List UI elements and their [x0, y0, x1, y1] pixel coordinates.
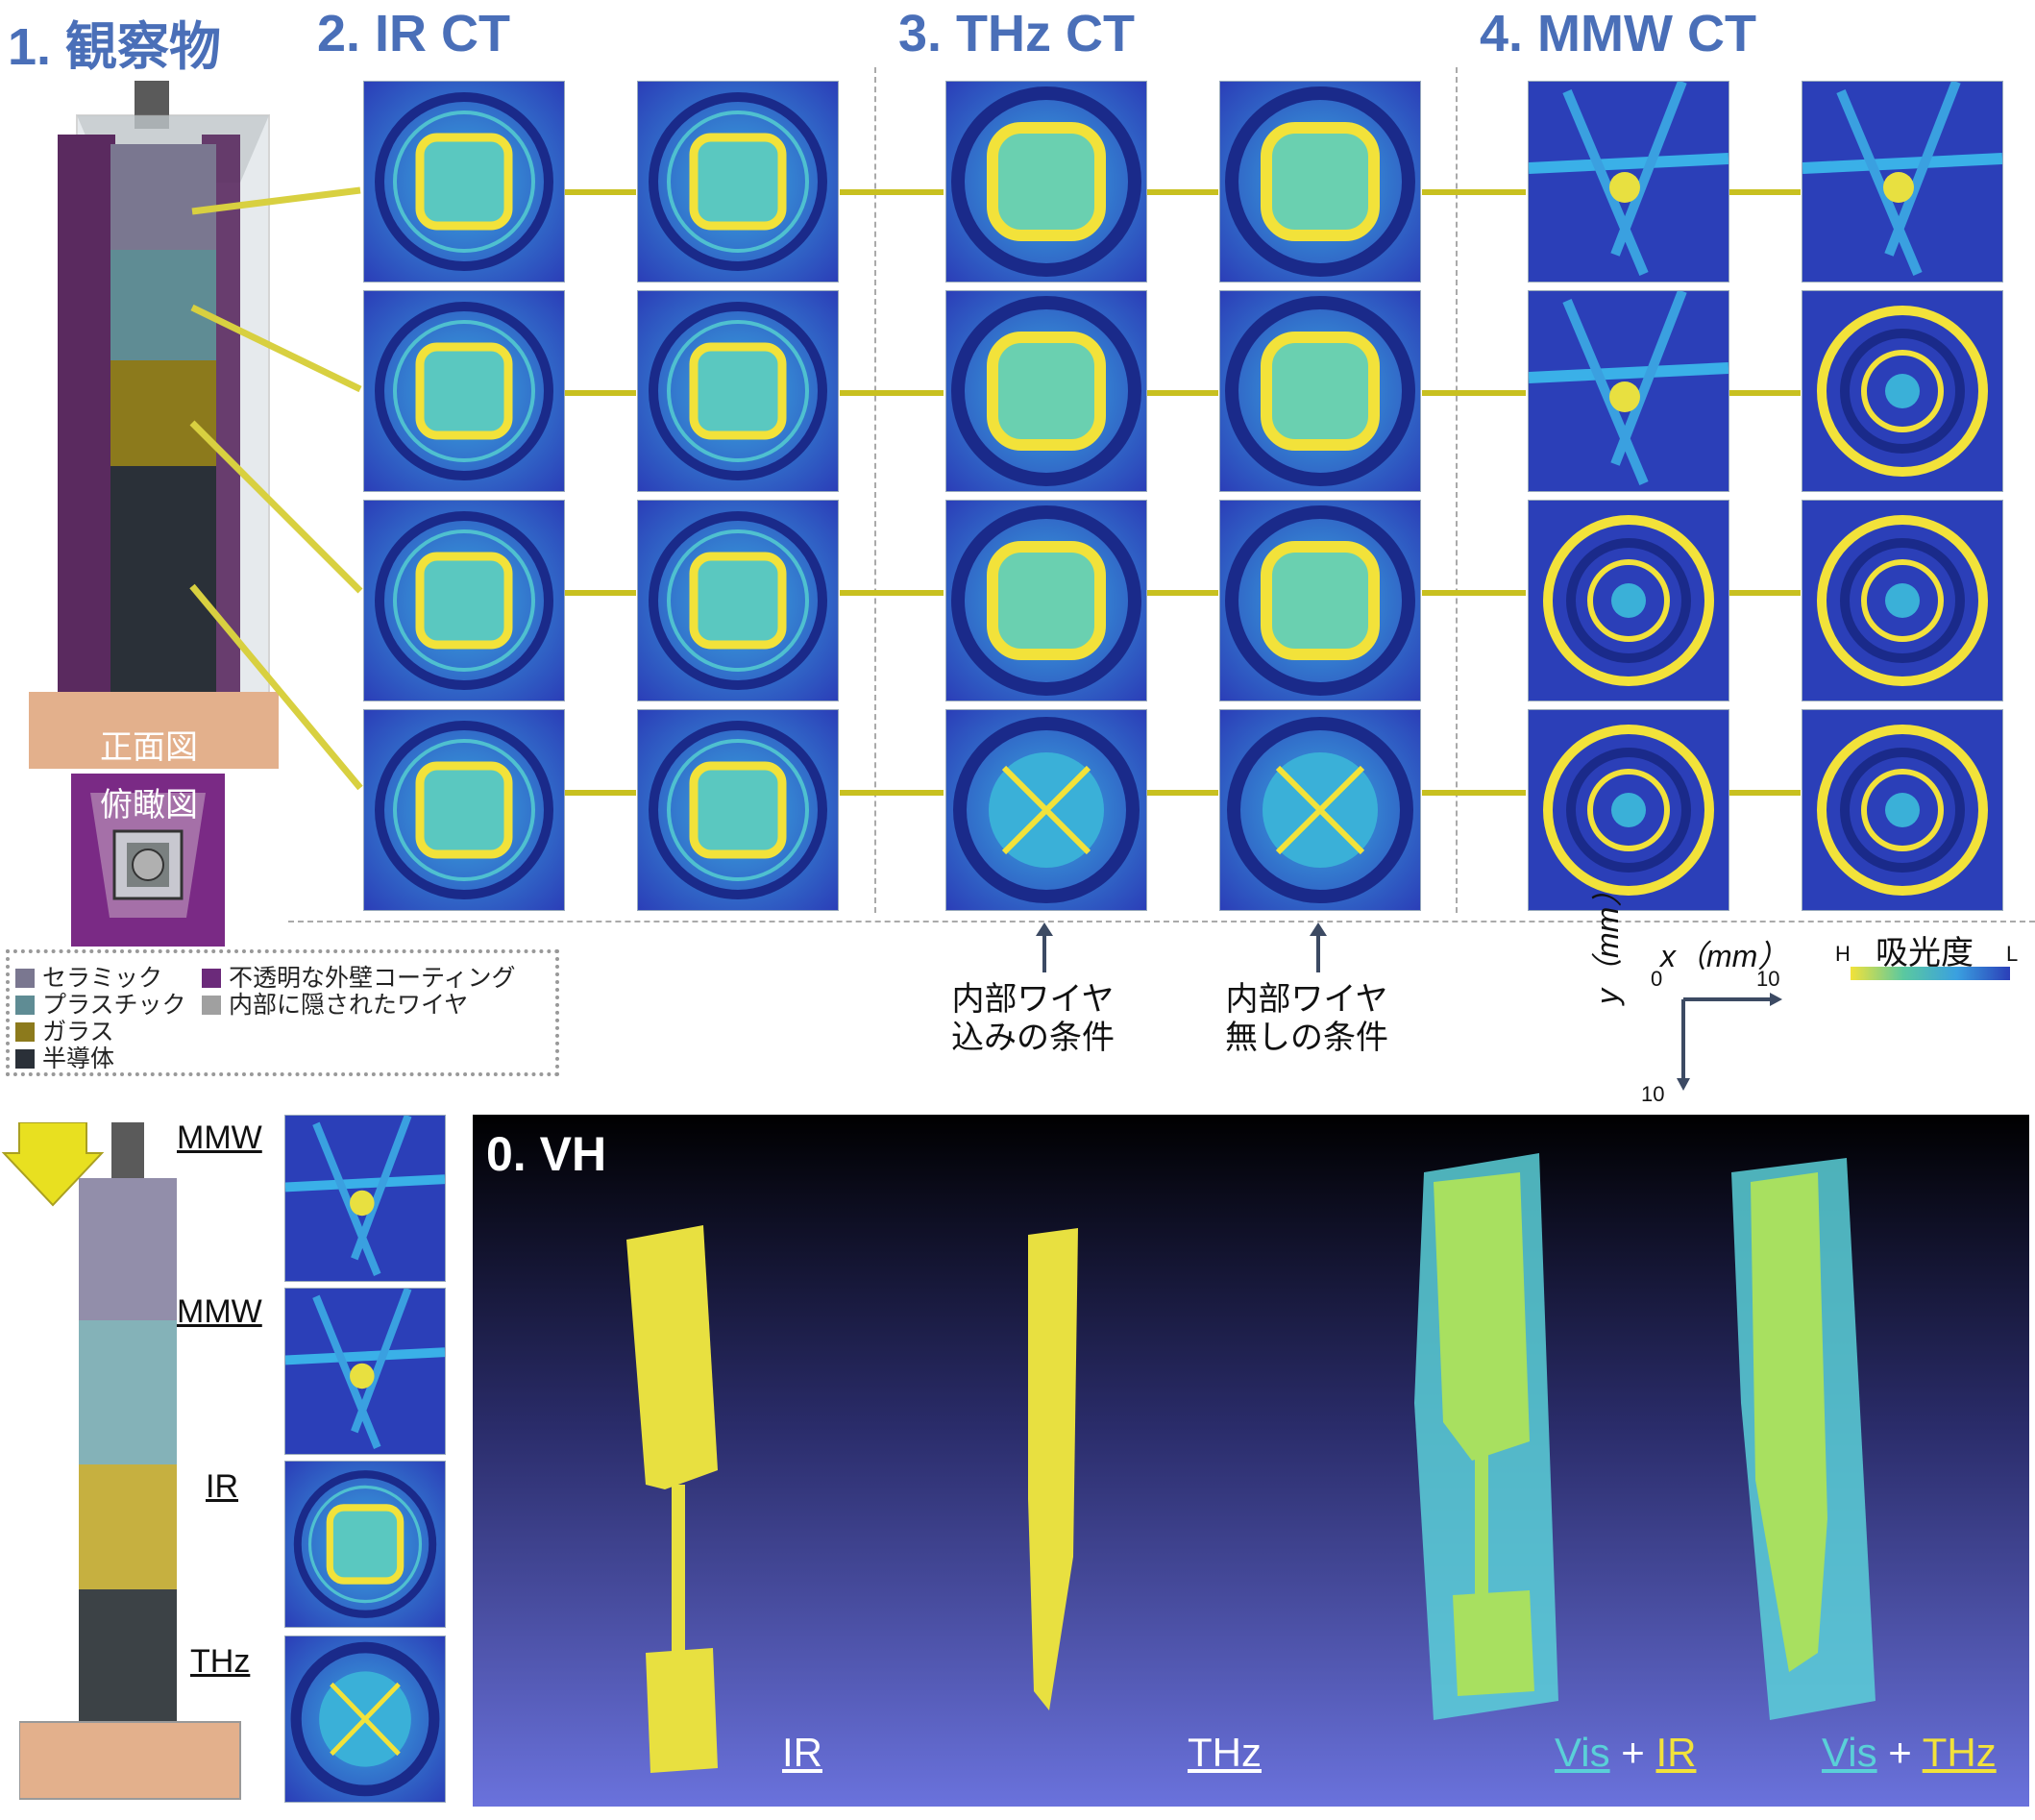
- ct-mmw-row1-b: [1802, 81, 2003, 283]
- side-ct-ir: [284, 1461, 446, 1628]
- x-axis-end: 10: [1756, 967, 1780, 991]
- ir-ct-title: 2. IR CT: [317, 5, 511, 62]
- mmw-ct-title: 4. MMW CT: [1480, 5, 1756, 62]
- object-stack-view: [19, 1122, 241, 1800]
- axes-indicator: [1677, 993, 1782, 1091]
- connector: [1729, 189, 1801, 195]
- connector: [840, 390, 944, 396]
- vh-label-vis-thz: Vis + THz: [1822, 1730, 1997, 1775]
- ct-mmw-row2-b: [1802, 290, 2003, 492]
- ct-ir-row4-a: [363, 709, 565, 911]
- y-axis-label: y（mm）: [1590, 875, 1625, 1004]
- arrow-stem: [1042, 934, 1046, 972]
- colorbar: [1851, 967, 2010, 980]
- connector: [1422, 790, 1526, 796]
- side-label-ir: IR: [206, 1468, 238, 1505]
- colorbar-low: L: [2006, 942, 2019, 966]
- x-axis-label: x（mm）: [1660, 939, 1789, 973]
- vh-panel: 0. VH IR THz Vis + IR Vis + THz: [473, 1115, 2029, 1807]
- arrow-stem: [1316, 934, 1320, 972]
- colorbar-title: 吸光度: [1876, 935, 1974, 971]
- ct-mmw-row4-b: [1802, 709, 2003, 911]
- connector: [840, 189, 944, 195]
- object-top-view: [71, 774, 225, 947]
- legend-item-glass: ガラス: [15, 1013, 114, 1047]
- separator-bottom: [288, 921, 2035, 922]
- connector: [565, 390, 636, 396]
- thz-ct-title: 3. THz CT: [898, 5, 1136, 62]
- vh-label-thz: THz: [1188, 1730, 1262, 1775]
- condition-with-wire: 内部ワイヤ 込みの条件: [951, 981, 1115, 1056]
- condition-without-wire: 内部ワイヤ 無しの条件: [1225, 981, 1388, 1056]
- ct-thz-row2-b: [1219, 290, 1421, 492]
- connector: [1422, 390, 1526, 396]
- legend-item-semiconductor: 半導体: [15, 1040, 114, 1074]
- ct-thz-row3-b: [1219, 500, 1421, 701]
- connector: [1147, 390, 1218, 396]
- arrow-up-icon: [1036, 922, 1053, 936]
- connector: [565, 790, 636, 796]
- connector: [1729, 790, 1801, 796]
- ct-thz-row1-a: [945, 81, 1147, 283]
- connector: [1422, 590, 1526, 596]
- observation-title: 1. 観察物: [8, 18, 222, 76]
- front-view-label: 正面図: [100, 729, 198, 766]
- ct-ir-row2-a: [363, 290, 565, 492]
- vh-label-ir: IR: [782, 1730, 822, 1775]
- ct-thz-row2-a: [945, 290, 1147, 492]
- side-label-thz: THz: [190, 1643, 251, 1680]
- connector: [1422, 189, 1526, 195]
- vh-label-vis-ir: Vis + IR: [1555, 1730, 1697, 1775]
- side-ct-mmw-2: [284, 1288, 446, 1455]
- connector: [565, 590, 636, 596]
- legend-item-wire: 内部に隠されたワイヤ: [202, 986, 468, 1021]
- ct-ir-row1-b: [637, 81, 839, 283]
- ct-thz-row4-b: [1219, 709, 1421, 911]
- ct-mmw-row3-b: [1802, 500, 2003, 701]
- ct-thz-row4-a: [945, 709, 1147, 911]
- connector: [840, 790, 944, 796]
- ct-mmw-row3-a: [1528, 500, 1729, 701]
- vh-reconstructions: [626, 1153, 1876, 1773]
- legend-item-plastic: プラスチック: [15, 986, 186, 1021]
- down-arrow-icon: [1, 1122, 105, 1207]
- separator-ir-thz: [874, 67, 876, 913]
- ct-mmw-row1-a: [1528, 81, 1729, 283]
- connector: [1729, 390, 1801, 396]
- colorbar-high: H: [1835, 942, 1851, 966]
- legend-item-ceramic: セラミック: [15, 959, 162, 994]
- connector: [1147, 590, 1218, 596]
- connector: [1729, 590, 1801, 596]
- side-label-mmw-1: MMW: [177, 1119, 262, 1156]
- top-view-label: 俯瞰図: [100, 787, 198, 824]
- connector: [1147, 790, 1218, 796]
- leader-lines: [189, 186, 363, 791]
- material-legend: セラミック 不透明な外壁コーティング プラスチック 内部に隠されたワイヤ ガラス…: [6, 949, 559, 1076]
- y-axis-end: 10: [1641, 1082, 1665, 1106]
- ct-thz-row3-a: [945, 500, 1147, 701]
- ct-thz-row1-b: [1219, 81, 1421, 283]
- connector: [840, 590, 944, 596]
- vh-title: 0. VH: [486, 1127, 607, 1181]
- object-front-view: [29, 81, 279, 769]
- arrow-up-icon: [1310, 922, 1327, 936]
- side-label-mmw-2: MMW: [177, 1293, 262, 1330]
- connector: [1147, 189, 1218, 195]
- ct-ir-row4-b: [637, 709, 839, 911]
- legend-item-coating: 不透明な外壁コーティング: [202, 959, 516, 994]
- side-ct-thz: [284, 1636, 446, 1803]
- ct-ir-row3-b: [637, 500, 839, 701]
- connector: [565, 189, 636, 195]
- ct-ir-row1-a: [363, 81, 565, 283]
- ct-ir-row3-a: [363, 500, 565, 701]
- ct-ir-row2-b: [637, 290, 839, 492]
- ct-mmw-row2-a: [1528, 290, 1729, 492]
- ct-mmw-row4-a: [1528, 709, 1729, 911]
- x-axis-start: 0: [1651, 967, 1663, 991]
- separator-thz-mmw: [1456, 67, 1458, 913]
- side-ct-mmw-1: [284, 1115, 446, 1282]
